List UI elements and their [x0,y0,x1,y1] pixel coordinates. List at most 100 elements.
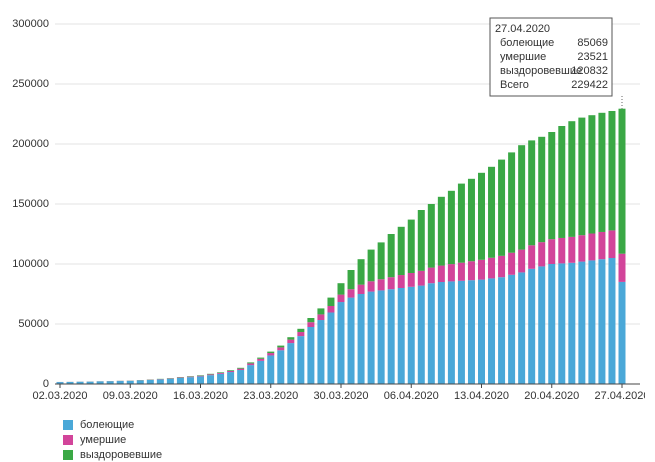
bar-segment [407,219,415,273]
bar-segment [498,255,506,278]
bar-segment [347,289,355,298]
bar-segment [498,277,506,384]
bar-segment [467,261,475,281]
bar-segment [176,377,184,384]
bar-segment [457,262,465,281]
bar-segment [347,297,355,384]
bar-segment [267,351,275,354]
bar-segment [357,284,365,294]
bar-segment [407,286,415,384]
tooltip-label: Всего [500,79,529,91]
bars [56,108,626,384]
bar-segment [437,265,445,282]
bar-segment [467,178,475,262]
bar-segment [618,253,626,282]
bar-segment [337,302,345,384]
bar-segment [116,381,124,384]
bar-segment [327,312,335,384]
bar-segment [237,368,245,371]
y-tick-label: 50000 [18,318,49,330]
bar-segment [297,332,305,337]
bar-segment [277,350,285,384]
bar-segment [247,362,255,364]
bar-segment [528,245,536,269]
bar-segment [568,121,576,237]
bar-segment [417,270,425,286]
bar-segment [598,259,606,384]
bar-segment [417,285,425,384]
bar-segment [287,343,295,384]
bar-segment [548,132,556,240]
legend-label: умершие [80,434,126,446]
bar-segment [307,318,315,323]
bar-segment [207,375,215,384]
bar-segment [227,370,235,371]
tooltip-value: 120832 [571,65,608,77]
bar-segment [277,345,285,348]
bar-segment [588,260,596,384]
bar-segment [387,234,395,278]
legend: болеющие умершие выздоровевшие [63,419,162,461]
bar-segment [317,314,325,321]
y-tick-label: 100000 [12,258,49,270]
bar-segment [608,111,616,231]
bar-segment [518,145,526,250]
bar-segment [488,257,496,279]
bar-segment [357,259,365,285]
bar-segment [427,267,435,284]
tooltip: 27.04.2020 болеющие 85069 умершие 23521 выздо… [489,17,623,109]
bar-segment [508,274,516,384]
bar-segment [146,379,154,384]
bar-segment [166,378,174,384]
bar-segment [317,320,325,384]
bar-segment [237,370,245,384]
bar-segment [478,279,485,384]
bar-segment [588,233,596,261]
bar-segment [568,262,576,384]
bar-segment [337,294,345,303]
bar-segment [247,365,255,384]
tooltip-label: выздоровевшие [500,65,582,77]
bar-segment [186,377,194,384]
bar-segment [287,337,295,340]
bar-segment [367,281,375,292]
bar-segment [197,376,204,384]
bar-segment [126,380,134,384]
bar-segment [377,242,385,280]
bar-segment [397,288,405,384]
x-tick-label: 09.03.2020 [103,390,158,402]
bar-segment [347,270,355,290]
bar-segment [367,291,375,384]
bar-segment [297,336,305,384]
bar-segment [618,281,626,384]
bar-segment [377,290,385,384]
bar-segment [217,372,225,373]
bar-segment [578,117,586,236]
bar-segment [548,264,556,384]
bar-segment [608,230,616,258]
bar-segment [307,322,315,327]
y-tick-label: 200000 [12,138,49,150]
bar-segment [156,379,164,384]
bar-segment [96,381,104,384]
legend-swatch [63,435,73,445]
bar-segment [297,328,305,333]
bar-segment [437,196,445,266]
bar-segment [397,226,405,276]
bar-segment [407,273,415,287]
bar-segment [558,263,566,384]
bar-segment [528,268,536,384]
bar-segment [568,236,576,263]
bar-segment [237,367,245,369]
bar-segment [588,115,596,234]
bar-segment [207,374,215,376]
bar-segment [257,357,265,359]
bar-segment [207,373,215,375]
bar-segment [608,258,616,384]
bar-segment [136,380,144,384]
bar-segment [437,282,445,384]
x-tick-label: 20.04.2020 [524,390,579,402]
bar-segment [538,266,546,384]
bar-segment [76,381,84,384]
